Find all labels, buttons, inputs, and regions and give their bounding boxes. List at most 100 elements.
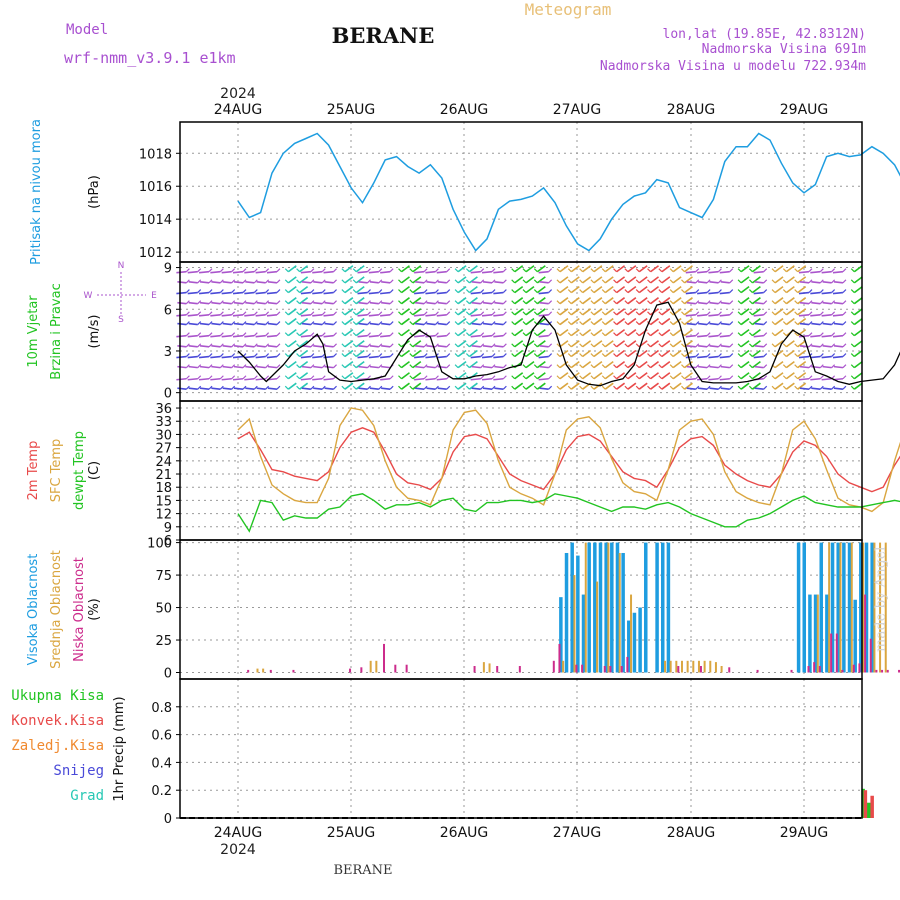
wind-arrow bbox=[210, 291, 221, 295]
wind-arrow-head bbox=[706, 268, 711, 273]
wind-arrow-head bbox=[567, 300, 572, 305]
wind-arrow bbox=[538, 270, 549, 274]
wind-arrow bbox=[582, 329, 592, 337]
wind-arrow-head bbox=[831, 385, 836, 390]
wind-arrow bbox=[593, 297, 603, 305]
low-cloud-bar bbox=[518, 666, 521, 673]
wind-arrow-head bbox=[635, 300, 640, 305]
wind-arrow-head bbox=[819, 364, 824, 369]
wind-arrow bbox=[661, 349, 671, 358]
panel-unit: (m/s) bbox=[87, 315, 102, 349]
wind-arrow bbox=[426, 301, 436, 305]
wind-arrow-head bbox=[718, 279, 722, 284]
wind-arrow-head bbox=[219, 300, 224, 305]
wind-arrow bbox=[785, 297, 795, 305]
wind-arrow bbox=[381, 301, 391, 305]
wind-arrow bbox=[570, 265, 580, 273]
wind-arrow-head bbox=[398, 343, 402, 348]
day-label-top: 24AUG bbox=[214, 102, 263, 118]
wind-arrow bbox=[470, 334, 481, 338]
wind-arrow-head bbox=[185, 311, 190, 316]
wind-arrow-head bbox=[647, 332, 651, 337]
wind-arrow bbox=[436, 291, 447, 295]
wind-arrow-head bbox=[695, 311, 700, 316]
wind-arrow bbox=[299, 317, 309, 326]
panel-label: Visoka Oblacnost bbox=[26, 554, 41, 666]
wind-arrow bbox=[245, 301, 255, 305]
wind-arrow bbox=[774, 276, 784, 284]
wind-arrow bbox=[853, 265, 863, 273]
wind-arrow bbox=[582, 297, 592, 305]
wind-arrow-head bbox=[423, 268, 428, 273]
wind-arrow-head bbox=[556, 311, 561, 316]
wind-arrow-head bbox=[511, 268, 516, 273]
wind-arrow bbox=[287, 265, 297, 273]
wind-arrow-head bbox=[613, 364, 617, 369]
wind-arrow-head bbox=[831, 353, 836, 357]
wind-arrow bbox=[672, 361, 682, 369]
wind-arrow-head bbox=[782, 300, 787, 305]
wind-arrow bbox=[358, 301, 368, 305]
wind-arrow bbox=[355, 297, 365, 305]
wind-arrow-head bbox=[502, 385, 507, 390]
wind-arrow bbox=[719, 314, 730, 317]
wind-arrows bbox=[176, 265, 863, 390]
wind-arrow bbox=[313, 301, 323, 305]
wind-arrow bbox=[514, 372, 524, 380]
wind-arrow-head bbox=[242, 385, 247, 390]
wind-arrow bbox=[381, 322, 391, 326]
wind-arrow bbox=[414, 334, 425, 338]
wind-arrow bbox=[754, 387, 764, 390]
wind-arrow bbox=[570, 308, 580, 316]
wind-arrow bbox=[300, 334, 311, 338]
wind-arrow-head bbox=[850, 375, 855, 380]
high-cloud-bar bbox=[655, 542, 659, 673]
wind-arrow bbox=[414, 270, 425, 274]
wind-arrow bbox=[753, 270, 764, 274]
low-cloud-bar bbox=[858, 663, 861, 673]
wind-arrow bbox=[853, 382, 863, 390]
wind-arrow bbox=[754, 365, 764, 369]
wind-arrow bbox=[536, 329, 546, 337]
wind-arrow-head bbox=[850, 385, 855, 390]
wind-arrow bbox=[525, 265, 535, 273]
wind-arrow-head bbox=[579, 353, 584, 357]
wind-arrow bbox=[754, 301, 764, 305]
high-cloud-bar bbox=[632, 612, 637, 673]
wind-arrow-head bbox=[548, 364, 553, 369]
wind-arrow bbox=[785, 285, 795, 294]
wind-arrow bbox=[798, 377, 810, 381]
low-cloud-bar bbox=[852, 664, 855, 673]
wind-arrow bbox=[751, 285, 761, 294]
wind-arrow-head bbox=[480, 289, 485, 294]
wind-arrow bbox=[582, 372, 592, 380]
wind-arrow-head bbox=[771, 332, 776, 337]
high-cloud-bar bbox=[627, 620, 631, 673]
wind-arrow bbox=[187, 291, 198, 295]
wind-arrow-head bbox=[197, 364, 202, 369]
precip-legend-item: Konvek.Kisa bbox=[11, 713, 104, 729]
y-tick-label: 33 bbox=[155, 415, 172, 430]
wind-arrow bbox=[799, 365, 810, 369]
wind-arrow bbox=[244, 377, 255, 381]
wind-arrow-head bbox=[737, 321, 742, 325]
wind-arrow bbox=[287, 372, 297, 380]
wind-arrow bbox=[357, 291, 368, 295]
panel-label: Srednja Oblacnost bbox=[49, 550, 64, 669]
wind-arrow-head bbox=[511, 343, 516, 348]
wind-arrow bbox=[593, 317, 603, 326]
wind-arrow-head bbox=[197, 289, 202, 294]
wind-arrow bbox=[412, 276, 422, 284]
wind-arrow-head bbox=[590, 332, 595, 337]
wind-arrow-head bbox=[782, 332, 787, 337]
wind-arrow-head bbox=[435, 332, 439, 337]
wind-arrow-head bbox=[435, 385, 439, 390]
wind-arrow bbox=[357, 334, 368, 338]
wind-arrow-head bbox=[276, 268, 281, 273]
y-tick-label: 3 bbox=[164, 345, 172, 360]
wind-arrow-head bbox=[435, 311, 439, 316]
wind-arrow bbox=[685, 355, 696, 359]
wind-arrow-head bbox=[321, 311, 326, 316]
wind-arrow-head bbox=[842, 268, 847, 273]
wind-arrow-head bbox=[819, 311, 824, 316]
